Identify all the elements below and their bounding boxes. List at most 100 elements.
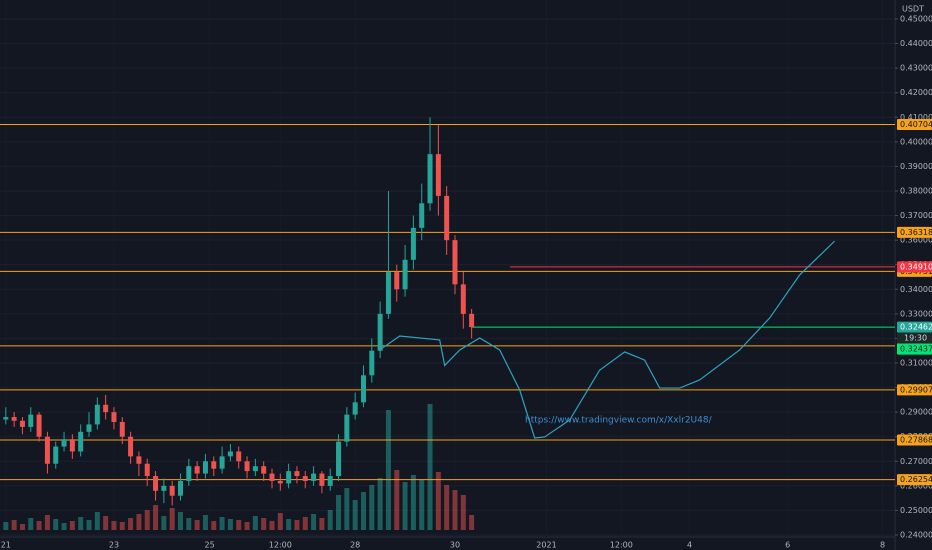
volume-bar	[269, 521, 275, 530]
countdown: 19:30	[904, 334, 927, 343]
watermark: https://www.tradingview.com/x/Xxlr2U48/	[525, 416, 713, 426]
candle-body	[69, 439, 75, 452]
x-tick-label: 28	[350, 541, 360, 550]
x-tick-label: 23	[109, 541, 119, 550]
volume-bar	[402, 482, 408, 530]
y-tick-label: 0.25000	[900, 506, 932, 515]
y-tick-label: 0.37000	[900, 211, 932, 220]
x-tick-label: 4	[687, 541, 692, 550]
level-label: 0.26254	[900, 475, 932, 484]
volume-bar	[311, 514, 317, 530]
volume-bar	[469, 515, 475, 530]
alert-label: 0.34910	[900, 262, 932, 271]
x-tick-label: 12:00	[269, 541, 292, 550]
volume-bar	[344, 488, 350, 530]
volume-bar	[377, 478, 383, 530]
candle-body	[269, 473, 275, 481]
volume-bar	[3, 522, 9, 530]
x-tick-label: 12:00	[610, 541, 633, 550]
level-label-bg	[897, 384, 932, 396]
candle-body	[444, 195, 450, 241]
volume-bar	[336, 495, 342, 530]
volume-bar	[427, 404, 433, 530]
volume-bar	[419, 480, 425, 530]
y-tick-label: 0.27000	[900, 457, 932, 466]
candle-body	[36, 414, 42, 437]
candle-body	[227, 451, 233, 457]
volume-bar	[352, 500, 358, 530]
last-price-label: 0.32462	[900, 323, 932, 332]
volume-bar	[144, 510, 150, 530]
volume-bar	[219, 517, 225, 530]
x-tick-label: 30	[450, 541, 460, 550]
volume-bar	[385, 410, 391, 530]
volume-bar	[161, 516, 167, 530]
candle-body	[86, 424, 92, 432]
volume-bar	[452, 490, 458, 530]
projection-line	[379, 240, 836, 439]
candle-body	[177, 480, 183, 496]
candle-body	[94, 404, 100, 425]
candle-body	[136, 456, 142, 464]
candle-body	[28, 414, 34, 427]
y-tick-label: 0.41000	[900, 113, 932, 122]
candle-body	[44, 436, 50, 464]
volume-bar	[103, 516, 109, 530]
candle-body	[19, 420, 25, 427]
candle-body	[435, 154, 441, 196]
volume-bar	[394, 470, 400, 530]
candle-body	[11, 417, 17, 421]
candle-body	[3, 417, 9, 420]
candle-body	[252, 466, 258, 472]
candle-body	[344, 414, 350, 442]
candle-body	[211, 461, 217, 469]
candle-body	[311, 473, 317, 481]
candle-body	[261, 466, 267, 474]
volume-bar	[211, 521, 217, 530]
y-tick-label: 0.29000	[900, 408, 932, 417]
volume-bar	[369, 485, 375, 530]
candle-body	[153, 476, 159, 491]
y-tick-label: 0.31000	[900, 359, 932, 368]
candle-body	[219, 456, 225, 469]
candle-body	[319, 473, 325, 486]
y-tick-label: 0.44000	[900, 39, 932, 48]
countdown-bg	[897, 332, 932, 344]
x-tick-label: 2021	[536, 541, 556, 550]
candle-body	[385, 272, 391, 314]
candle-body	[377, 313, 383, 351]
level-label-bg	[897, 226, 932, 238]
candle-body	[186, 466, 192, 481]
candle-body	[161, 485, 167, 491]
volume-bar	[236, 520, 242, 530]
candle-body	[169, 485, 175, 496]
candle-body	[327, 476, 333, 486]
candle-body	[119, 421, 125, 437]
level-label-bg	[897, 474, 932, 486]
volume-bar	[294, 520, 300, 530]
volume-bar	[227, 519, 233, 530]
volume-bar	[136, 514, 142, 530]
volume-bar	[44, 515, 50, 530]
volume-bar	[169, 508, 175, 530]
volume-bar	[319, 518, 325, 530]
candle-body	[78, 431, 84, 452]
candle-body	[111, 412, 117, 422]
volume-bar	[360, 492, 366, 530]
volume-bar	[78, 517, 84, 530]
x-tick-label: 25	[205, 541, 215, 550]
volume-bar	[177, 512, 183, 530]
x-tick-label: 6	[785, 541, 790, 550]
candle-body	[144, 463, 150, 477]
volume-bar	[261, 518, 267, 530]
volume-bar	[252, 516, 258, 530]
currency-label: USDT	[902, 5, 924, 14]
y-tick-label: 0.26000	[900, 481, 932, 490]
volume-bar	[119, 522, 125, 530]
candle-body	[103, 404, 109, 413]
y-tick-label: 0.43000	[900, 64, 932, 73]
volume-bar	[410, 475, 416, 530]
y-tick-label: 0.36000	[900, 236, 932, 245]
volume-bar	[327, 510, 333, 530]
